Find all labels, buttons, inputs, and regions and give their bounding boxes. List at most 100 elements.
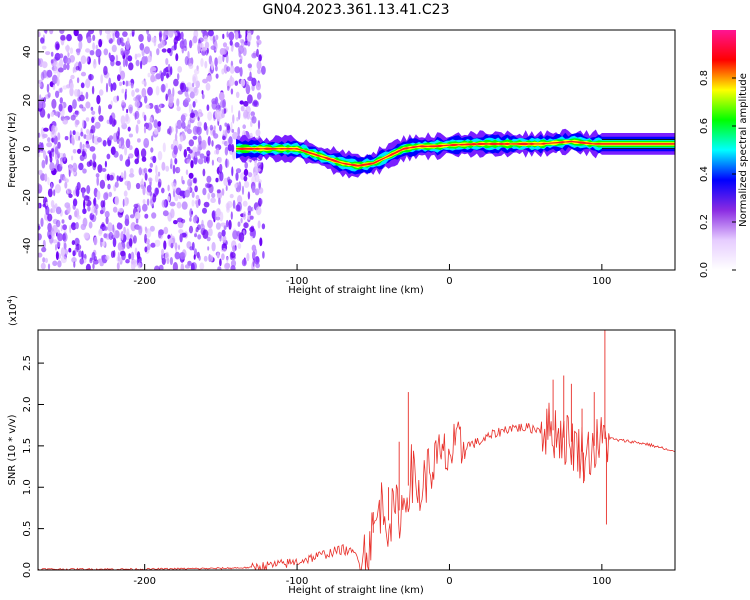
noise-blob [144, 213, 149, 219]
noise-blob [93, 207, 96, 214]
noise-blob [41, 159, 46, 169]
noise-blob [86, 55, 89, 63]
x-tick-label: 0 [446, 276, 452, 287]
noise-blob [64, 136, 69, 141]
spectrogram-x-label: Height of straight line (km) [288, 285, 424, 296]
noise-blob [112, 32, 115, 42]
noise-blob [215, 177, 219, 183]
noise-blob [119, 65, 122, 74]
noise-blob [61, 219, 65, 224]
y-tick-label: -20 [22, 189, 33, 205]
noise-blob [81, 106, 87, 112]
noise-blob [110, 59, 115, 67]
noise-blob [223, 64, 228, 74]
noise-blob [128, 173, 135, 178]
noise-blob [207, 192, 211, 200]
noise-blob [203, 201, 210, 208]
noise-blob [115, 60, 121, 66]
noise-blob [73, 30, 79, 37]
noise-blob [134, 247, 138, 256]
noise-blob [244, 161, 248, 169]
noise-blob [94, 121, 101, 129]
noise-blob [154, 239, 161, 247]
noise-blob [136, 251, 141, 260]
noise-blob [52, 204, 56, 214]
noise-blob [66, 34, 72, 42]
noise-blob [57, 132, 61, 141]
noise-blob [217, 156, 222, 164]
noise-blob [129, 106, 133, 114]
y-tick-label: 0 [22, 146, 33, 152]
noise-blob [80, 55, 87, 64]
noise-blob [190, 262, 195, 270]
noise-blob [144, 56, 148, 65]
noise-blob [144, 95, 148, 104]
noise-blob [75, 65, 80, 71]
noise-blob [151, 135, 154, 142]
noise-blob [116, 262, 120, 270]
noise-blob [122, 58, 126, 68]
noise-blob [95, 204, 99, 210]
noise-blob [120, 143, 125, 150]
noise-blob [143, 126, 147, 134]
noise-blob [133, 203, 139, 209]
noise-blob [208, 55, 213, 65]
y-tick-label: 40 [22, 45, 33, 58]
noise-blob [62, 224, 67, 231]
noise-blob [135, 59, 140, 67]
noise-blob [142, 203, 148, 212]
noise-blob [39, 94, 42, 101]
noise-blob [103, 65, 108, 76]
noise-blob [38, 225, 41, 230]
noise-blob [62, 118, 69, 125]
noise-blob [51, 98, 57, 109]
noise-blob [221, 229, 226, 237]
noise-blob [177, 143, 183, 151]
noise-blob [218, 92, 225, 101]
noise-blob [202, 229, 209, 239]
noise-blob [149, 117, 153, 123]
noise-blob [64, 181, 68, 189]
noise-blob [211, 159, 214, 166]
noise-blob [132, 262, 138, 268]
noise-blob [256, 60, 262, 70]
noise-blob [202, 168, 206, 177]
noise-blob [227, 144, 233, 152]
noise-blob [155, 85, 160, 96]
noise-blob [49, 30, 54, 35]
noise-blob [76, 215, 81, 220]
noise-blob [161, 161, 166, 171]
noise-blob [222, 47, 227, 55]
noise-blob [226, 200, 233, 209]
noise-blob [137, 262, 142, 269]
noise-blob [176, 98, 180, 107]
noise-blob [247, 63, 252, 69]
noise-blob [161, 187, 165, 194]
noise-blob [227, 85, 230, 91]
noise-blob [203, 122, 208, 131]
noise-blob [198, 198, 201, 206]
x-tick-label: -200 [133, 576, 156, 587]
noise-blob [105, 82, 109, 93]
noise-blob [191, 241, 195, 251]
noise-blob [100, 200, 105, 208]
y-tick-label: 1.5 [22, 438, 33, 454]
spectrogram-y-ticks: -40 -20 0 20 40 [22, 45, 44, 254]
noise-blob [68, 214, 72, 221]
noise-blob [144, 233, 147, 244]
noise-blob [124, 48, 130, 55]
noise-blob [91, 116, 95, 123]
noise-blob [127, 126, 131, 132]
noise-blob [119, 81, 122, 87]
noise-blob [83, 195, 90, 201]
noise-blob [173, 78, 179, 87]
noise-blob [225, 46, 229, 51]
noise-blob [153, 38, 157, 47]
noise-blob [41, 246, 47, 253]
noise-blob [179, 233, 183, 243]
noise-blob [220, 222, 227, 227]
noise-blob [106, 173, 110, 181]
noise-blob [79, 258, 84, 265]
noise-blob [230, 211, 233, 220]
